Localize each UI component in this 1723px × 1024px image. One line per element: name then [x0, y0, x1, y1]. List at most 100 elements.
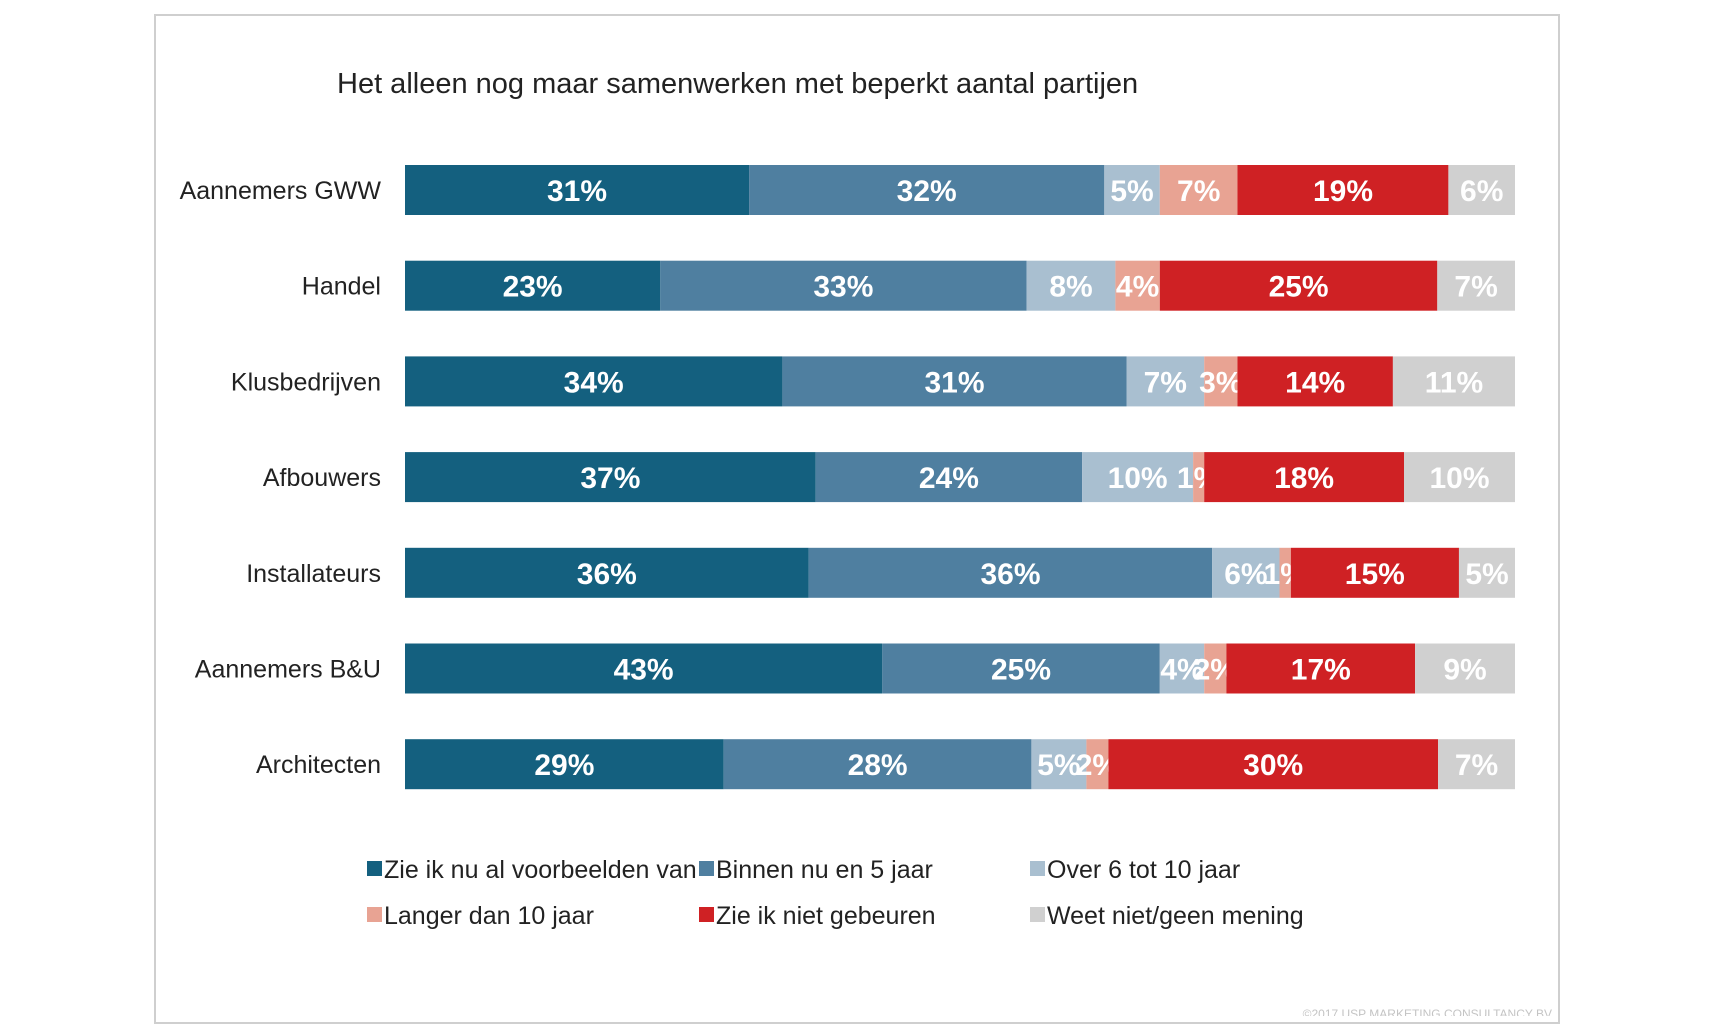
- data-label: 25%: [991, 654, 1051, 687]
- data-label: 28%: [848, 749, 908, 782]
- category-label: Klusbedrijven: [231, 368, 381, 396]
- data-label: 32%: [897, 175, 957, 208]
- data-label: 17%: [1291, 654, 1351, 687]
- bar-segment-langer-dan-10-jaar: [1279, 547, 1291, 598]
- legend-swatch: [367, 907, 382, 922]
- bar-segment-binnen-nu-en-5-jaar: [815, 452, 1083, 503]
- data-label: 5%: [1110, 175, 1153, 208]
- bar-row-afbouwers: Afbouwers 37% 24% 10% 1% 18% 10%: [263, 452, 1515, 503]
- bar-segment-zie-ik-nu-al-voorbeelden-van: [405, 260, 661, 311]
- bar-segment-weet-niet-geen-mening: [1438, 739, 1515, 790]
- bar-segment-over-6-tot-10-jaar: [1126, 356, 1205, 407]
- data-label: 33%: [813, 271, 873, 304]
- copyright-notice: ©2017 USP MARKETING CONSULTANCY BV: [1303, 1007, 1552, 1016]
- data-label: 31%: [924, 366, 984, 399]
- bar-segment-over-6-tot-10-jaar: [1026, 260, 1116, 311]
- bar-segment-langer-dan-10-jaar: [1204, 356, 1238, 407]
- data-label: 34%: [564, 366, 624, 399]
- bar-segment-langer-dan-10-jaar: [1115, 260, 1160, 311]
- bar-segment-zie-ik-niet-gebeuren: [1159, 260, 1438, 311]
- legend: Zie ik nu al voorbeelden van Binnen nu en…: [367, 856, 1304, 930]
- data-label: 19%: [1313, 175, 1373, 208]
- bar-segment-binnen-nu-en-5-jaar: [749, 165, 1105, 215]
- bar-segment-binnen-nu-en-5-jaar: [882, 643, 1160, 694]
- legend-label: Binnen nu en 5 jaar: [716, 856, 933, 884]
- bar-segment-langer-dan-10-jaar: [1159, 165, 1238, 215]
- data-label: 5%: [1465, 558, 1508, 591]
- bars-layer: Aannemers GWW 31% 32% 5% 7% 19% 6% Handel 23% 33%…: [180, 165, 1515, 790]
- bar-segment-zie-ik-nu-al-voorbeelden-van: [405, 739, 724, 790]
- data-label: 30%: [1243, 749, 1303, 782]
- legend-item-zie-ik-niet-gebeuren: Zie ik niet gebeuren: [699, 902, 936, 930]
- bar-segment-zie-ik-nu-al-voorbeelden-van: [405, 452, 816, 503]
- bar-segment-binnen-nu-en-5-jaar: [782, 356, 1127, 407]
- bar-segment-zie-ik-nu-al-voorbeelden-van: [405, 547, 809, 598]
- data-label: 29%: [534, 749, 594, 782]
- data-label: 4%: [1116, 271, 1159, 304]
- bar-row-architecten: Architecten 29% 28% 5%2% 30% 7%: [256, 739, 1515, 790]
- bar-segment-zie-ik-niet-gebeuren: [1226, 643, 1416, 694]
- bar-segment-zie-ik-nu-al-voorbeelden-van: [405, 165, 750, 215]
- bar-segment-weet-niet-geen-mening: [1448, 165, 1515, 215]
- data-label: 24%: [919, 462, 979, 495]
- category-label: Aannemers B&U: [195, 656, 381, 684]
- bar-segment-binnen-nu-en-5-jaar: [808, 547, 1213, 598]
- legend-label: Weet niet/geen mening: [1047, 902, 1304, 930]
- data-label: 3%: [1199, 366, 1242, 399]
- data-label: 25%: [1269, 271, 1329, 304]
- category-label: Aannemers GWW: [180, 177, 382, 205]
- data-label: 36%: [980, 558, 1040, 591]
- legend-label: Langer dan 10 jaar: [384, 902, 594, 930]
- data-label: 7%: [1177, 175, 1220, 208]
- bar-segment-over-6-tot-10-jaar: [1159, 643, 1205, 694]
- bar-segment-weet-niet-geen-mening: [1415, 643, 1515, 694]
- bar-segment-zie-ik-niet-gebeuren: [1237, 165, 1449, 215]
- bar-segment-zie-ik-niet-gebeuren: [1108, 739, 1439, 790]
- legend-item-langer-dan-10-jaar: Langer dan 10 jaar: [367, 902, 594, 930]
- data-label: 9%: [1443, 654, 1486, 687]
- bar-segment-binnen-nu-en-5-jaar: [723, 739, 1032, 790]
- bar-row-klusbedrijven: Klusbedrijven 34% 31% 7% 3% 14% 11%: [231, 356, 1515, 407]
- data-label: 31%: [547, 175, 607, 208]
- data-label: 37%: [580, 462, 640, 495]
- data-label: 14%: [1285, 366, 1345, 399]
- data-label: 6%: [1224, 558, 1267, 591]
- data-label: 10%: [1108, 462, 1168, 495]
- bar-segment-langer-dan-10-jaar: [1086, 739, 1109, 790]
- bar-row-installateurs: Installateurs 36% 36% 6%1% 15% 5%: [246, 547, 1515, 598]
- bar-segment-over-6-tot-10-jaar: [1104, 165, 1160, 215]
- bar-segment-langer-dan-10-jaar: [1204, 643, 1227, 694]
- legend-label: Zie ik nu al voorbeelden van: [384, 856, 697, 884]
- legend-swatch: [1030, 907, 1045, 922]
- legend-item-over-6-tot-10-jaar: Over 6 tot 10 jaar: [1030, 856, 1240, 884]
- category-label: Installateurs: [246, 560, 381, 588]
- bar-segment-zie-ik-nu-al-voorbeelden-van: [405, 356, 783, 407]
- data-label: 4%: [1160, 654, 1203, 687]
- data-label: 36%: [577, 558, 637, 591]
- data-label: 11%: [1425, 366, 1483, 399]
- bar-segment-weet-niet-geen-mening: [1458, 547, 1515, 598]
- data-label: 18%: [1274, 462, 1334, 495]
- data-label: 43%: [614, 654, 674, 687]
- legend-swatch: [699, 861, 714, 876]
- chart-title: Het alleen nog maar samenwerken met bepe…: [337, 68, 1138, 100]
- bar-segment-langer-dan-10-jaar: [1193, 452, 1205, 503]
- data-label: 6%: [1460, 175, 1503, 208]
- bar-segment-weet-niet-geen-mening: [1404, 452, 1515, 503]
- category-label: Architecten: [256, 751, 381, 779]
- legend-swatch: [699, 907, 714, 922]
- data-label: 7%: [1455, 749, 1498, 782]
- data-label: 8%: [1049, 271, 1092, 304]
- bar-segment-zie-ik-niet-gebeuren: [1204, 452, 1404, 503]
- bar-row-aannemers-gww: Aannemers GWW 31% 32% 5% 7% 19% 6%: [180, 165, 1515, 215]
- bar-segment-binnen-nu-en-5-jaar: [660, 260, 1027, 311]
- bar-segment-weet-niet-geen-mening: [1437, 260, 1515, 311]
- data-label: 5%: [1037, 749, 1080, 782]
- bar-segment-over-6-tot-10-jaar: [1212, 547, 1280, 598]
- data-label: 23%: [503, 271, 563, 304]
- legend-item-weet-niet-geen-mening: Weet niet/geen mening: [1030, 902, 1304, 930]
- data-label: 7%: [1144, 366, 1187, 399]
- legend-item-binnen-nu-en-5-jaar: Binnen nu en 5 jaar: [699, 856, 933, 884]
- legend-item-zie-ik-nu-al-voorbeelden-van: Zie ik nu al voorbeelden van: [367, 856, 697, 884]
- data-label: 7%: [1454, 271, 1497, 304]
